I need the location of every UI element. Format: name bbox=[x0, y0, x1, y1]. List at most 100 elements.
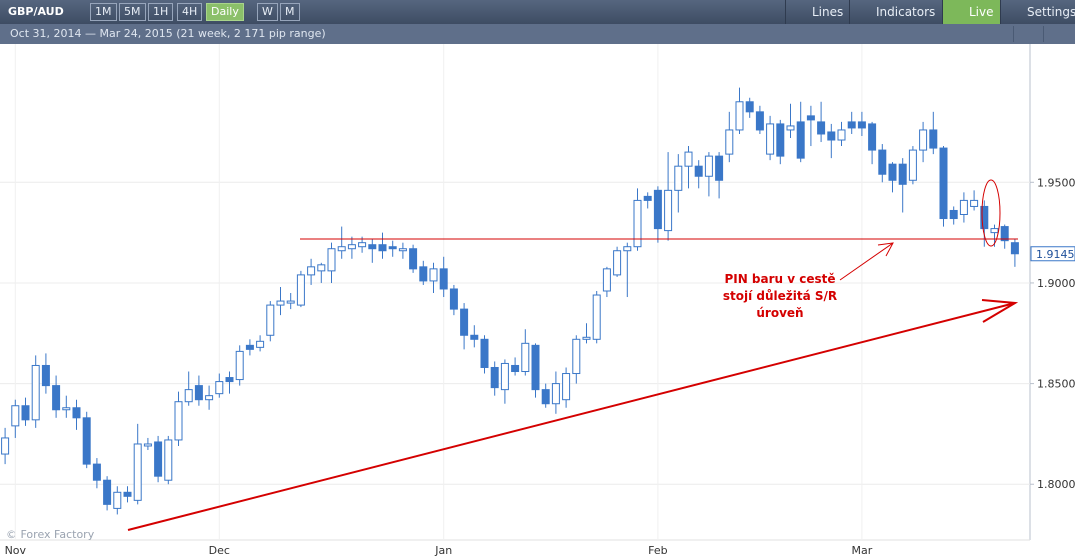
candle-body bbox=[796, 121, 805, 159]
candle-body bbox=[725, 129, 734, 155]
candle-body bbox=[551, 383, 560, 405]
candle-body bbox=[307, 266, 316, 276]
candle-body bbox=[613, 250, 622, 276]
candle-body bbox=[786, 125, 795, 131]
candle-body bbox=[745, 101, 754, 113]
candle-body bbox=[276, 300, 285, 306]
candle-body bbox=[419, 266, 428, 282]
candle-body bbox=[868, 123, 877, 151]
candle-body bbox=[878, 149, 887, 175]
chart: © Forex Factory 1.8000 1.8500 1.9000 1.9500… bbox=[0, 44, 1075, 557]
y-tick-label: 1.9000 bbox=[1037, 277, 1075, 290]
candle-body bbox=[582, 336, 591, 340]
y-tick-label: 1.8500 bbox=[1037, 378, 1075, 391]
candle-body bbox=[449, 288, 458, 310]
candle-body bbox=[888, 163, 897, 181]
candle-body bbox=[541, 389, 550, 405]
y-tick-label: 1.9500 bbox=[1037, 176, 1075, 189]
candle-body bbox=[990, 228, 999, 234]
candle-body bbox=[766, 123, 775, 155]
candle-body bbox=[225, 377, 234, 383]
candle-body bbox=[684, 151, 693, 167]
timeframe-button[interactable]: W bbox=[257, 3, 278, 21]
candle-body bbox=[806, 115, 815, 121]
zoom-out-button[interactable] bbox=[1043, 26, 1074, 42]
candle-body bbox=[817, 121, 826, 135]
candle-body bbox=[235, 350, 244, 381]
y-tick-label: 1.8000 bbox=[1037, 478, 1075, 491]
candle-body bbox=[470, 334, 479, 340]
timeframe-button[interactable]: 1H bbox=[148, 3, 174, 21]
candle-body bbox=[378, 244, 387, 252]
trend-arrow bbox=[981, 299, 1019, 323]
candle-body bbox=[837, 129, 846, 141]
candle-body bbox=[194, 385, 203, 401]
x-tick-label: Dec bbox=[209, 544, 230, 557]
candle-body bbox=[286, 300, 295, 304]
candle-body bbox=[123, 491, 132, 497]
timeframe-button[interactable]: 4H bbox=[177, 3, 203, 21]
candle-body bbox=[735, 101, 744, 131]
candle-body bbox=[103, 479, 112, 505]
candle-body bbox=[347, 244, 356, 250]
candle-body bbox=[755, 111, 764, 131]
candle-body bbox=[898, 163, 907, 185]
tool-button[interactable]: Settings bbox=[1000, 0, 1075, 24]
candle-body bbox=[460, 308, 469, 336]
tool-button[interactable]: Lines bbox=[785, 0, 850, 24]
candle-body bbox=[480, 338, 489, 368]
price-box bbox=[1030, 246, 1075, 262]
candle-body bbox=[368, 244, 377, 250]
candle-body bbox=[715, 155, 724, 181]
candle-body bbox=[388, 246, 397, 250]
candle-body bbox=[72, 407, 81, 419]
candle-body bbox=[398, 248, 407, 252]
range-text: Oct 31, 2014 — Mar 24, 2015 (21 week, 2 … bbox=[10, 27, 326, 40]
last-price: 1.9145 bbox=[1036, 248, 1075, 261]
tool-button[interactable]: Live bbox=[942, 0, 1001, 24]
candle-body bbox=[296, 274, 305, 306]
timeframe-button[interactable]: Daily bbox=[206, 3, 244, 21]
candle-body bbox=[1000, 226, 1009, 242]
candle-body bbox=[704, 155, 713, 177]
candle-body bbox=[52, 385, 61, 411]
timeframe-button[interactable]: 5M bbox=[119, 3, 146, 21]
candle-body bbox=[1010, 242, 1019, 255]
candle-body bbox=[21, 405, 30, 421]
candle-body bbox=[643, 195, 652, 201]
timeframe-button[interactable]: 1M bbox=[90, 3, 117, 21]
timeframe-button[interactable]: M bbox=[280, 3, 300, 21]
pointer-head bbox=[877, 242, 894, 257]
candle-body bbox=[92, 463, 101, 481]
candle-body bbox=[133, 443, 142, 501]
candle-body bbox=[970, 199, 979, 207]
range-bar: Oct 31, 2014 — Mar 24, 2015 (21 week, 2 … bbox=[0, 24, 1075, 44]
candle-body bbox=[674, 165, 683, 191]
pointer-arrow bbox=[839, 242, 894, 281]
candle-body bbox=[929, 129, 938, 149]
candle-body bbox=[164, 439, 173, 481]
zoom-button[interactable] bbox=[1013, 26, 1038, 42]
candle-body bbox=[521, 342, 530, 373]
candle-body bbox=[1, 437, 10, 455]
candle-body bbox=[327, 248, 336, 272]
candle-body bbox=[562, 373, 571, 401]
symbol[interactable]: GBP/AUD bbox=[8, 5, 64, 18]
candle-body bbox=[908, 149, 917, 181]
candle-body bbox=[31, 364, 40, 421]
candle-body bbox=[113, 491, 122, 509]
candle-body bbox=[245, 344, 254, 350]
candle-body bbox=[949, 209, 958, 220]
watermark: © Forex Factory bbox=[6, 528, 95, 541]
candle-body bbox=[205, 395, 214, 401]
candle-body bbox=[41, 364, 50, 387]
candle-body bbox=[409, 248, 418, 270]
candle-body bbox=[82, 417, 91, 465]
x-tick-label: Jan bbox=[434, 544, 452, 557]
candle-body bbox=[572, 338, 581, 375]
candle-body bbox=[256, 340, 265, 348]
tool-button[interactable]: Indicators bbox=[849, 0, 943, 24]
candle-body bbox=[174, 401, 183, 441]
x-tick-label: Feb bbox=[648, 544, 667, 557]
